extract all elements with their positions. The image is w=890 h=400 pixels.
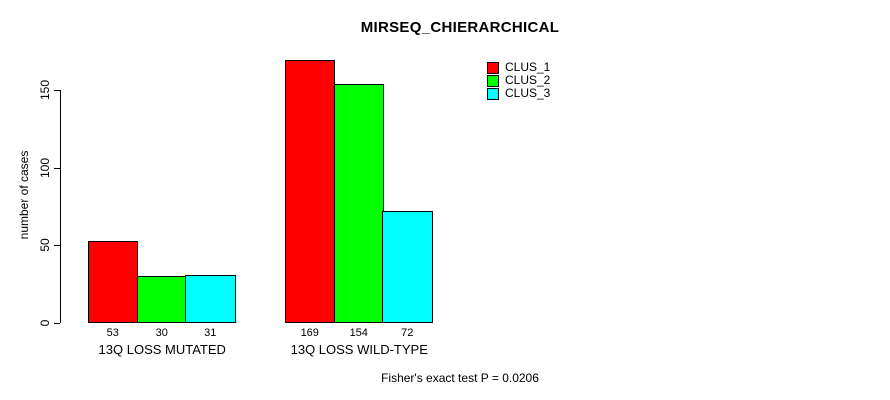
bar-value-label: 31: [204, 327, 217, 339]
legend-item-clus_1: CLUS_1: [487, 61, 550, 74]
category-label: 13Q LOSS WILD-TYPE: [290, 342, 428, 357]
legend: CLUS_1 CLUS_2 CLUS_3: [487, 61, 550, 100]
legend-label: CLUS_3: [505, 86, 551, 100]
bar-clus_2-1: [136, 276, 187, 323]
y-axis-tick-label: 0: [38, 319, 52, 327]
legend-item-clus_2: CLUS_2: [487, 74, 550, 87]
bar-value-label: 154: [349, 327, 368, 339]
legend-swatch-clus_1: [487, 61, 499, 74]
y-axis-tick: [54, 167, 60, 169]
bar-clus_2-2: [333, 83, 384, 323]
bar-clus_3-1: [185, 274, 236, 323]
bar-clus_1-1: [88, 240, 138, 323]
y-axis-tick-label: 50: [38, 238, 52, 253]
legend-label: CLUS_2: [505, 73, 551, 87]
bar-value-label: 72: [401, 327, 414, 339]
y-axis-tick-label: 150: [38, 79, 52, 101]
chart-title: MIRSEQ_CHIERARCHICAL: [360, 19, 560, 36]
pvalue-annotation: Fisher's exact test P = 0.0206: [381, 371, 539, 385]
y-axis-tick: [54, 323, 60, 324]
legend-swatch-clus_2: [487, 74, 499, 87]
category-label: 13Q LOSS MUTATED: [98, 342, 226, 357]
bar-clus_3-2: [382, 211, 433, 323]
legend-item-clus_3: CLUS_3: [487, 87, 550, 100]
bar-clus_1-2: [285, 60, 335, 323]
y-axis-label: number of cases: [17, 150, 31, 240]
legend-swatch-clus_3: [487, 87, 499, 100]
y-axis-tick-label: 100: [38, 157, 52, 178]
bar-value-label: 30: [155, 327, 168, 339]
y-axis-line: [60, 90, 61, 323]
y-axis-tick: [54, 90, 60, 91]
y-axis-tick: [54, 245, 60, 247]
legend-label: CLUS_1: [505, 60, 551, 74]
bar-value-label: 169: [300, 327, 319, 339]
bar-value-label: 53: [106, 327, 119, 339]
